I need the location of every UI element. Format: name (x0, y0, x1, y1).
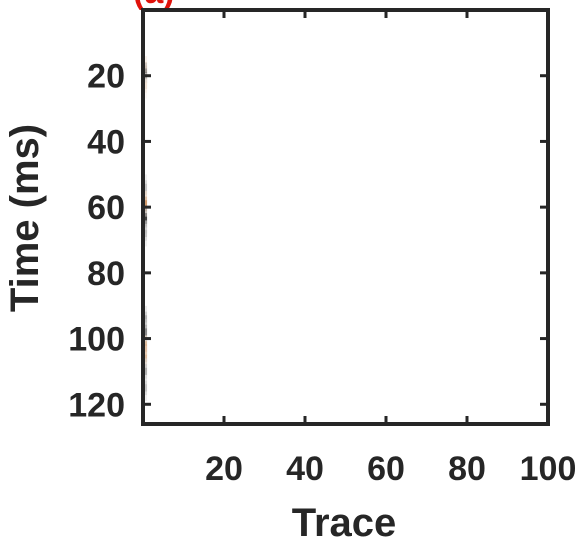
y-tick-label: 120 (68, 386, 125, 424)
panel-label-clip: (a) (133, 0, 175, 11)
y-tick-label: 40 (87, 123, 125, 161)
axes-box (141, 8, 550, 426)
x-tick-label: 40 (286, 450, 324, 488)
trace-event (143, 81, 148, 90)
trace-event (143, 315, 148, 323)
trace-event (143, 183, 148, 192)
tick-labels-layer: 20 40 60 80 100 20 40 60 80 100 120 (68, 58, 576, 488)
plot-background (143, 10, 548, 424)
y-tick-label: 100 (68, 321, 125, 359)
y-tick-label: 80 (87, 255, 125, 293)
y-tick-label: 20 (87, 58, 125, 96)
trace-event (143, 216, 148, 224)
traces-layer (143, 56, 148, 401)
plot-area (143, 10, 548, 424)
y-axis-label: Time (ms) (3, 124, 47, 312)
x-tick-label: 60 (367, 450, 405, 488)
trace-event (143, 354, 148, 362)
trace-event (143, 367, 148, 376)
trace-event (143, 229, 148, 238)
y-tick-label: 60 (87, 189, 125, 227)
panel-label: (a) (133, 0, 175, 11)
trace-event (143, 200, 148, 208)
x-tick-label: 20 (205, 450, 243, 488)
trace-event (143, 384, 148, 392)
trace-event (143, 328, 148, 336)
x-tick-label: 80 (448, 450, 486, 488)
x-tick-label: 100 (520, 450, 577, 488)
x-axis-label: Trace (292, 501, 397, 544)
